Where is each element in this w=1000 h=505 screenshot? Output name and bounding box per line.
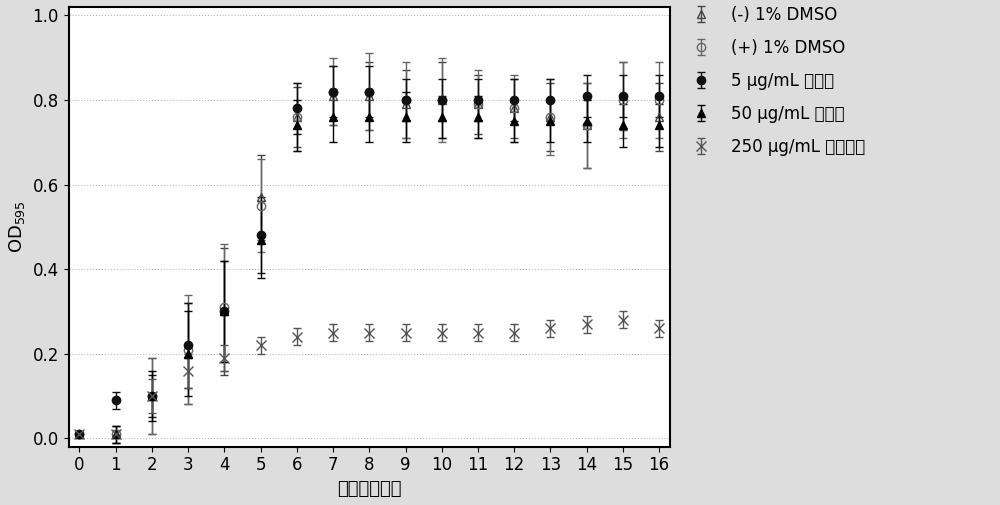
Y-axis label: OD$_{595}$: OD$_{595}$ (7, 200, 27, 253)
Legend: (-) 1% DMSO, (+) 1% DMSO, 5 μg/mL 抑制剂, 50 μg/mL 抑制剂, 250 μg/mL 氨苄西林: (-) 1% DMSO, (+) 1% DMSO, 5 μg/mL 抑制剂, 5… (684, 7, 865, 157)
X-axis label: 时间（小时）: 时间（小时） (337, 480, 402, 498)
